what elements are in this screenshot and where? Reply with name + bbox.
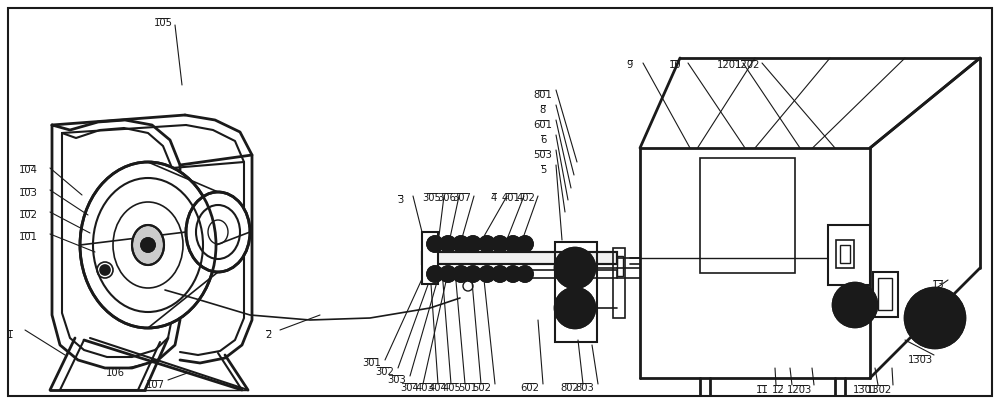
Circle shape: [517, 236, 533, 252]
Ellipse shape: [132, 225, 164, 265]
Text: 105: 105: [154, 18, 173, 28]
Text: 801: 801: [534, 90, 552, 100]
Text: 1201: 1201: [717, 60, 743, 70]
Bar: [422, 252, 617, 264]
Text: 1: 1: [7, 330, 13, 340]
Circle shape: [427, 236, 443, 252]
Text: 102: 102: [18, 210, 38, 220]
Circle shape: [141, 238, 155, 252]
Text: 8: 8: [540, 105, 546, 115]
Text: 401: 401: [502, 193, 520, 203]
Text: 4: 4: [491, 193, 497, 203]
Circle shape: [492, 236, 508, 252]
Bar: [613, 248, 625, 318]
Circle shape: [833, 283, 877, 327]
Circle shape: [505, 266, 521, 282]
Bar: [836, 240, 854, 268]
Text: 301: 301: [363, 358, 381, 368]
Ellipse shape: [80, 162, 216, 328]
Text: 404: 404: [429, 383, 447, 393]
Circle shape: [555, 248, 595, 288]
Text: 2: 2: [265, 330, 271, 340]
Circle shape: [927, 310, 943, 326]
Text: 6: 6: [540, 135, 546, 145]
Text: 1202: 1202: [735, 60, 761, 70]
Text: 104: 104: [19, 165, 37, 175]
Text: 1303: 1303: [907, 355, 933, 365]
Text: 403: 403: [416, 383, 434, 393]
Text: 802: 802: [561, 383, 579, 393]
Text: 602: 602: [520, 383, 540, 393]
Text: 502: 502: [473, 383, 492, 393]
Text: 305: 305: [423, 193, 441, 203]
Text: 307: 307: [453, 193, 471, 203]
Circle shape: [440, 236, 456, 252]
Text: 1203: 1203: [787, 385, 813, 395]
Ellipse shape: [186, 192, 250, 272]
Bar: [422, 232, 438, 284]
Text: 402: 402: [517, 193, 535, 203]
Text: 9: 9: [627, 60, 633, 70]
Text: 501: 501: [458, 383, 478, 393]
Bar: [878, 278, 892, 310]
Circle shape: [555, 288, 595, 328]
Circle shape: [570, 303, 580, 313]
Bar: [700, 158, 795, 273]
Text: 11: 11: [756, 385, 768, 395]
Text: 3: 3: [397, 195, 403, 205]
Text: 302: 302: [376, 367, 394, 377]
Text: 803: 803: [576, 383, 594, 393]
Circle shape: [453, 266, 469, 282]
Text: 405: 405: [443, 383, 461, 393]
Text: 1302: 1302: [867, 385, 893, 395]
Circle shape: [479, 236, 495, 252]
Bar: [828, 225, 870, 285]
Circle shape: [505, 236, 521, 252]
Text: 13: 13: [932, 280, 944, 290]
Circle shape: [570, 263, 580, 273]
Bar: [617, 256, 623, 276]
Bar: [873, 272, 898, 317]
Bar: [555, 242, 597, 342]
Circle shape: [849, 299, 861, 311]
Circle shape: [440, 266, 456, 282]
Text: 503: 503: [534, 150, 552, 160]
Circle shape: [479, 266, 495, 282]
Text: 1301: 1301: [852, 385, 878, 395]
Text: 107: 107: [146, 380, 164, 390]
Text: 601: 601: [534, 120, 552, 130]
Text: 10: 10: [669, 60, 681, 70]
Circle shape: [100, 265, 110, 275]
Circle shape: [517, 266, 533, 282]
Bar: [422, 252, 617, 264]
Text: 103: 103: [19, 188, 37, 198]
Circle shape: [465, 236, 481, 252]
Circle shape: [465, 266, 481, 282]
Bar: [840, 245, 850, 263]
Text: 303: 303: [388, 375, 406, 385]
Text: 106: 106: [106, 368, 124, 378]
Text: 306: 306: [438, 193, 456, 203]
Text: 5: 5: [540, 165, 546, 175]
Text: 304: 304: [401, 383, 419, 393]
Circle shape: [492, 266, 508, 282]
Circle shape: [427, 266, 443, 282]
Text: 12: 12: [772, 385, 784, 395]
Circle shape: [453, 236, 469, 252]
Text: 101: 101: [18, 232, 38, 242]
Bar: [422, 270, 617, 278]
Circle shape: [905, 288, 965, 348]
